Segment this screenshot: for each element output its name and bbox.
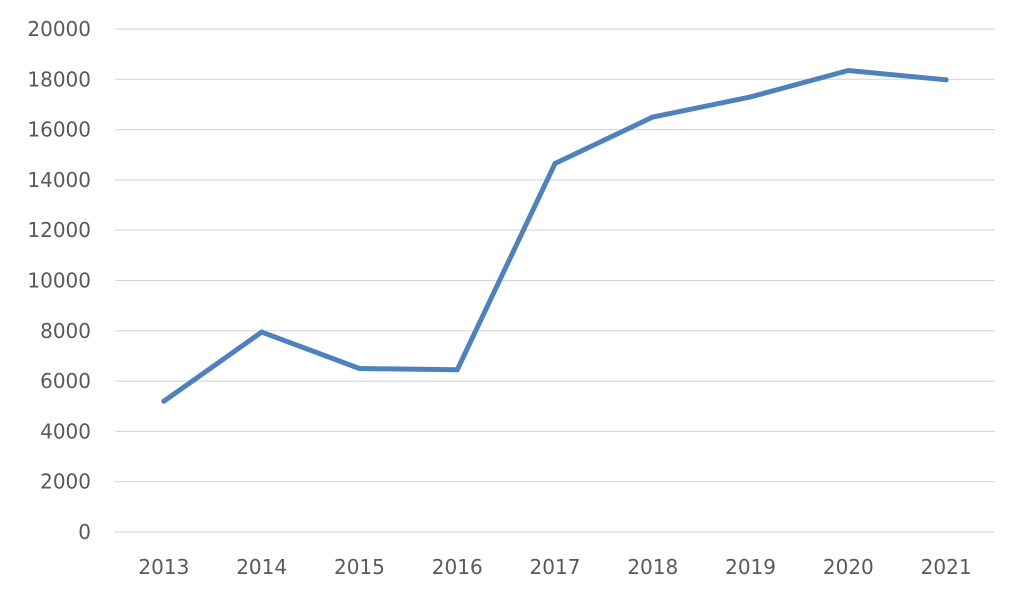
y-tick-label: 20000 [27, 17, 91, 41]
x-tick-label: 2014 [236, 555, 287, 579]
x-tick-label: 2015 [334, 555, 385, 579]
x-tick-label: 2018 [627, 555, 678, 579]
data-point [845, 67, 851, 73]
x-tick-label: 2013 [138, 555, 189, 579]
y-tick-label: 10000 [27, 269, 91, 293]
y-tick-label: 12000 [27, 218, 91, 242]
data-point [454, 367, 460, 373]
data-point [161, 398, 167, 404]
data-point [943, 77, 949, 83]
y-tick-label: 14000 [27, 168, 91, 192]
x-tick-label: 2016 [432, 555, 483, 579]
y-tick-label: 0 [78, 520, 91, 544]
y-tick-label: 16000 [27, 118, 91, 142]
y-tick-label: 6000 [40, 369, 91, 393]
x-tick-label: 2020 [823, 555, 874, 579]
x-tick-label: 2021 [921, 555, 972, 579]
x-tick-label: 2019 [725, 555, 776, 579]
gridlines [115, 28, 995, 533]
series-group [161, 67, 949, 404]
y-tick-label: 18000 [27, 67, 91, 91]
data-point [748, 94, 754, 100]
y-tick-label: 8000 [40, 319, 91, 343]
y-tick-label: 2000 [40, 470, 91, 494]
data-point [552, 161, 558, 167]
data-point [356, 366, 362, 372]
data-point [650, 114, 656, 120]
data-point [259, 329, 265, 335]
x-axis: 2013 2014 2015 2016 2017 2018 2019 2020 2021 [138, 555, 971, 579]
y-axis: 0 2000 4000 6000 8000 10000 12000 14000 16000 180… [27, 17, 91, 544]
y-tick-label: 4000 [40, 419, 91, 443]
series-line [161, 67, 949, 404]
x-tick-label: 2017 [530, 555, 581, 579]
